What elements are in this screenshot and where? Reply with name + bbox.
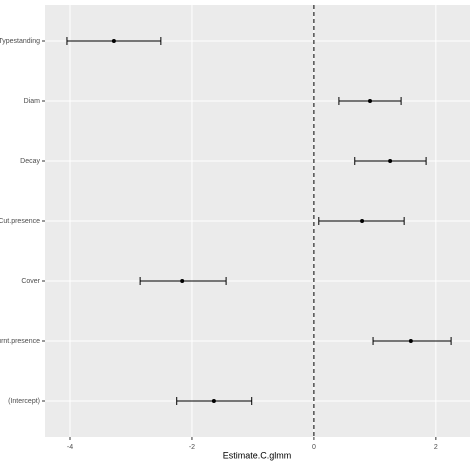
y-tick-label: Cut.presence	[0, 218, 40, 225]
y-tick-label: Diam	[24, 98, 41, 105]
point	[388, 159, 393, 163]
point	[180, 279, 185, 283]
y-tick-label: Burnt.presence	[0, 338, 40, 345]
x-axis-title: Estimate.C.glmm	[223, 450, 292, 460]
y-tick-label: Decay	[20, 158, 40, 165]
point	[408, 339, 413, 343]
x-tick-label: 0	[312, 444, 316, 451]
y-tick-label: Cover	[21, 278, 40, 285]
x-tick-label: -2	[189, 444, 195, 451]
point	[360, 219, 365, 223]
y-tick-label: (Intercept)	[8, 398, 40, 405]
y-tick-label: Typestanding	[0, 38, 40, 45]
point	[211, 399, 216, 403]
x-tick-label: -4	[67, 444, 73, 451]
x-tick-label: 2	[434, 444, 438, 451]
point	[368, 99, 372, 103]
point	[111, 39, 116, 43]
